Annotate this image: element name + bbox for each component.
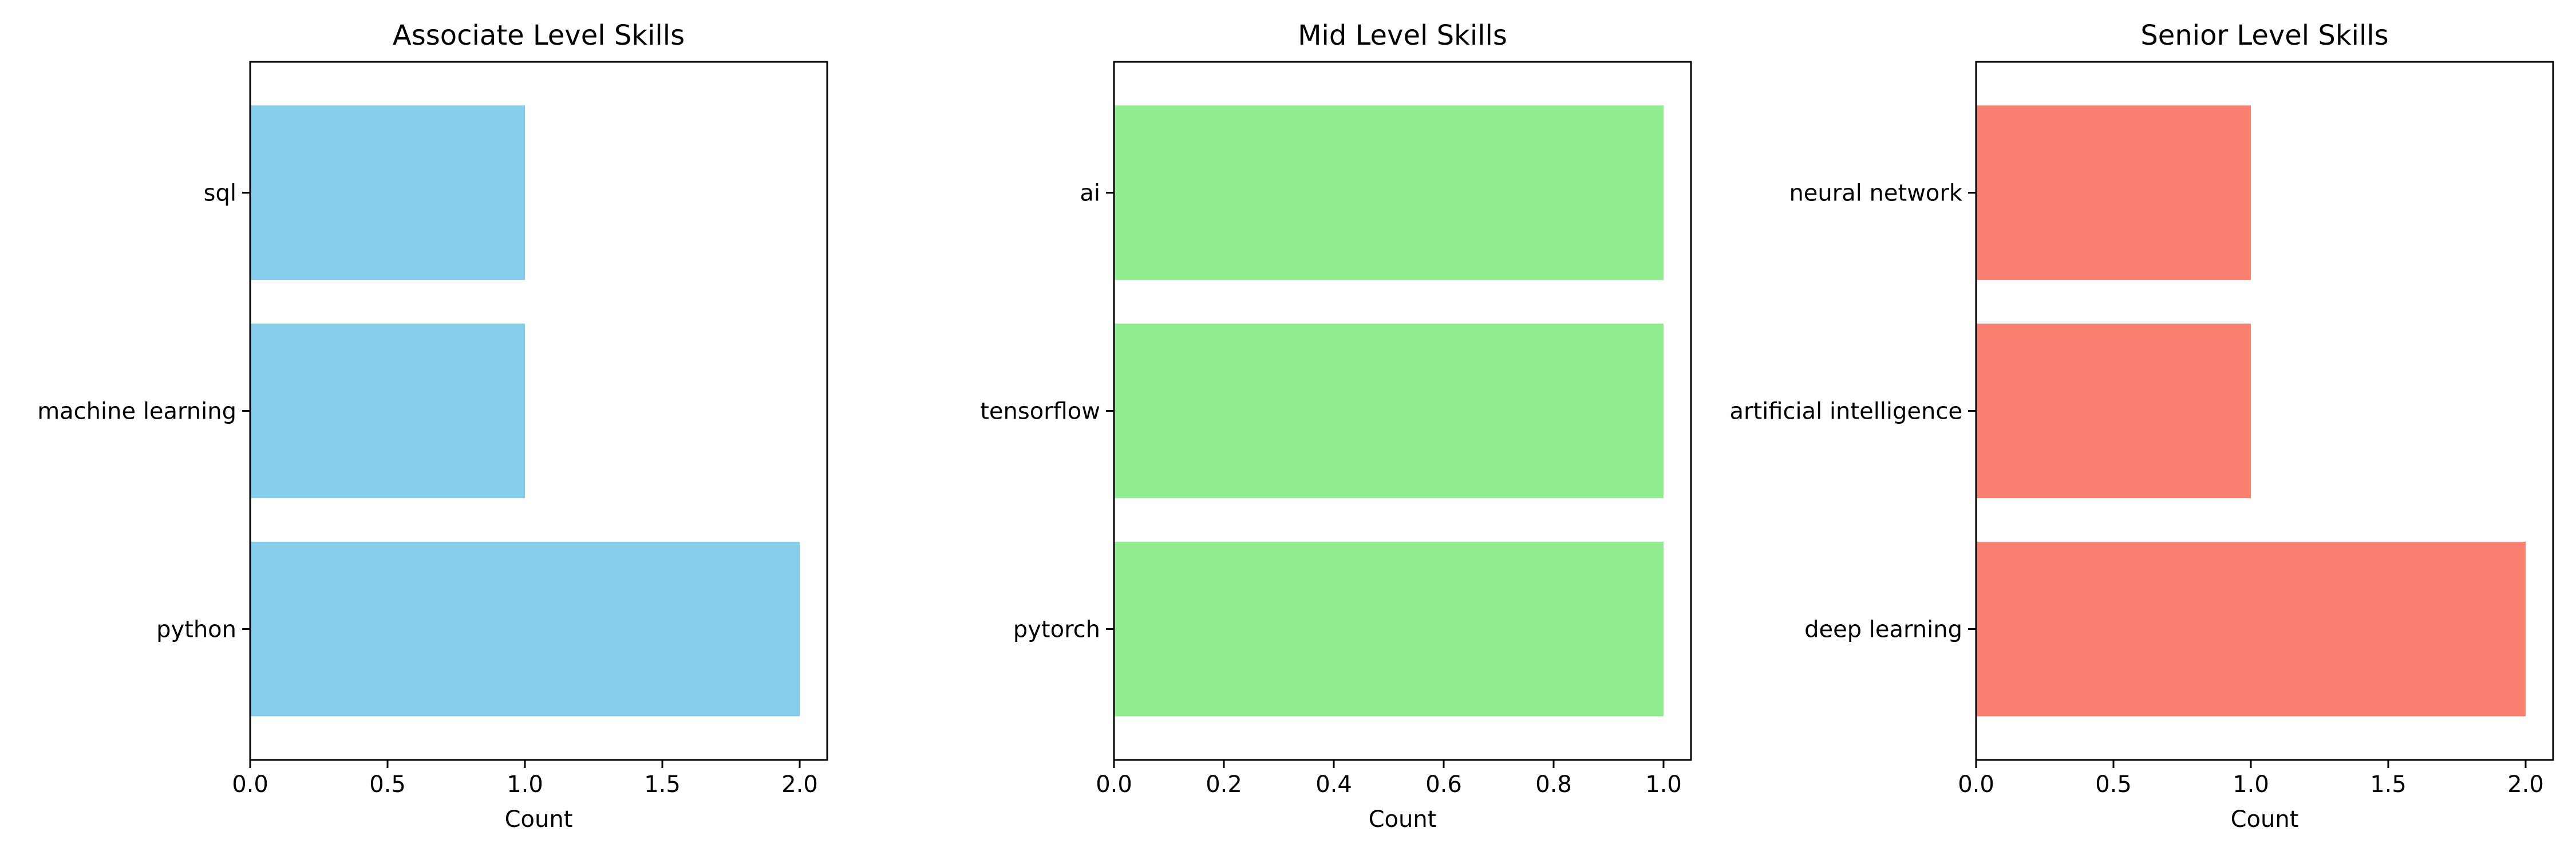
chart-title: Senior Level Skills xyxy=(2140,19,2388,52)
x-tick-label: 1.0 xyxy=(1645,771,1682,798)
chart-panel-mid: Mid Level Skills pytorch tensorflow ai 0.0 0… xyxy=(980,19,1692,833)
x-tick-label: 0.0 xyxy=(1096,771,1132,798)
y-tick-label: neural network xyxy=(1789,180,1962,207)
chart-title: Mid Level Skills xyxy=(1298,19,1507,52)
x-tick-label: 0.2 xyxy=(1206,771,1242,798)
x-tick-label: 1.5 xyxy=(644,771,681,798)
tick-group: python machine learning sql 0.0 0.5 1.0 1.5 2.0 xyxy=(37,180,818,798)
y-tick-label: sql xyxy=(204,180,236,207)
y-tick-label: deep learning xyxy=(1804,616,1962,643)
bar xyxy=(1976,105,2251,280)
y-tick-label: pytorch xyxy=(1013,616,1100,643)
chart-panel-senior: Senior Level Skills deep learning artific… xyxy=(1730,19,2554,833)
bar xyxy=(1114,542,1664,716)
x-tick-label: 0.5 xyxy=(2095,771,2132,798)
x-tick-label: 2.0 xyxy=(2507,771,2544,798)
x-tick-label: 0.5 xyxy=(369,771,406,798)
bar xyxy=(250,324,525,498)
x-axis-label: Count xyxy=(1369,806,1437,833)
bar xyxy=(1976,324,2251,498)
y-tick-label: artificial intelligence xyxy=(1730,399,1962,425)
bar-group xyxy=(1976,105,2526,716)
tick-group: pytorch tensorflow ai 0.0 0.2 0.4 0.6 0.8 1.0 xyxy=(980,180,1682,798)
x-tick-label: 1.0 xyxy=(507,771,543,798)
chart-title: Associate Level Skills xyxy=(393,19,685,52)
bar-group xyxy=(250,105,800,716)
x-axis-label: Count xyxy=(2231,806,2299,833)
y-tick-label: machine learning xyxy=(37,399,236,425)
bar xyxy=(250,105,525,280)
bar-group xyxy=(1114,105,1664,716)
bar xyxy=(1114,324,1664,498)
axes-frame xyxy=(1975,61,2554,761)
tick-group: deep learning artificial intelligence neur… xyxy=(1730,180,2544,798)
bar xyxy=(1114,105,1664,280)
x-tick-label: 0.0 xyxy=(232,771,268,798)
x-axis-label: Count xyxy=(505,806,573,833)
y-tick-label: tensorflow xyxy=(980,399,1100,425)
x-tick-label: 0.4 xyxy=(1315,771,1352,798)
x-tick-label: 0.8 xyxy=(1535,771,1572,798)
y-tick-label: python xyxy=(156,616,236,643)
bar xyxy=(1976,542,2526,716)
x-tick-label: 2.0 xyxy=(781,771,818,798)
x-tick-label: 0.6 xyxy=(1425,771,1462,798)
x-tick-label: 0.0 xyxy=(1958,771,1994,798)
axes-frame xyxy=(1113,61,1692,761)
x-tick-label: 1.0 xyxy=(2233,771,2269,798)
axes-frame xyxy=(249,61,828,761)
x-tick-label: 1.5 xyxy=(2370,771,2407,798)
y-tick-label: ai xyxy=(1080,180,1100,207)
bar xyxy=(250,542,800,716)
chart-panel-associate: Associate Level Skills python machine lea… xyxy=(37,19,828,833)
